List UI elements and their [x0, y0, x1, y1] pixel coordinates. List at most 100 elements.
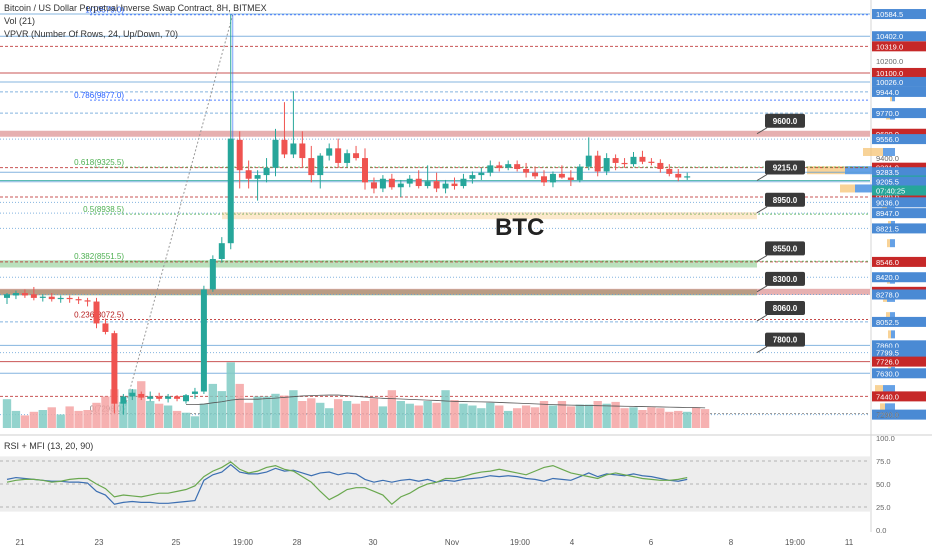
candle-body[interactable]	[254, 175, 261, 179]
resistance-band	[0, 288, 870, 295]
candle-body[interactable]	[191, 391, 198, 394]
candle-body[interactable]	[397, 183, 404, 188]
candle-body[interactable]	[218, 243, 225, 259]
candle-body[interactable]	[93, 301, 100, 324]
candle-body[interactable]	[379, 178, 386, 189]
candle-body[interactable]	[290, 143, 297, 155]
callout-label: 9600.0	[773, 117, 798, 126]
candle-body[interactable]	[48, 296, 55, 300]
callout-box[interactable]	[765, 332, 805, 347]
candle-body[interactable]	[111, 333, 118, 404]
vpvr-row-down	[880, 403, 885, 412]
candle-body[interactable]	[245, 170, 252, 179]
candle-body[interactable]	[326, 148, 333, 156]
price-tag	[872, 76, 926, 87]
candle-body[interactable]	[558, 173, 565, 178]
candle-body[interactable]	[487, 165, 494, 173]
candle-body[interactable]	[30, 294, 37, 298]
candle-body[interactable]	[138, 393, 145, 398]
candle-body[interactable]	[549, 173, 556, 183]
rsi-mfi-indicator-label[interactable]: RSI + MFI (13, 20, 90)	[4, 441, 94, 451]
candle-body[interactable]	[236, 139, 243, 171]
candle-body[interactable]	[129, 392, 136, 397]
candle-body[interactable]	[433, 181, 440, 189]
candle-body[interactable]	[39, 296, 46, 298]
candle-body[interactable]	[532, 172, 539, 177]
volume-bar	[351, 403, 361, 428]
candle-body[interactable]	[272, 139, 279, 168]
candle-body[interactable]	[4, 294, 10, 298]
candle-body[interactable]	[648, 161, 655, 163]
candle-body[interactable]	[388, 178, 395, 188]
candle-body[interactable]	[639, 156, 646, 162]
candle-body[interactable]	[415, 178, 422, 187]
candle-body[interactable]	[594, 155, 601, 172]
candle-body[interactable]	[541, 176, 547, 183]
candle-body[interactable]	[523, 169, 530, 173]
callout-box[interactable]	[765, 160, 805, 175]
symbol-title[interactable]: Bitcoin / US Dollar Perpetual Inverse Sw…	[4, 3, 267, 13]
rsi-axis-tick: 0.0	[876, 526, 886, 535]
candle-body[interactable]	[514, 164, 521, 170]
candle-body[interactable]	[370, 182, 377, 189]
candle-body[interactable]	[362, 158, 368, 183]
volume-indicator-label[interactable]: Vol (21)	[4, 16, 36, 26]
candle-body[interactable]	[165, 396, 172, 399]
callout-box[interactable]	[765, 113, 805, 128]
candle-body[interactable]	[469, 175, 476, 179]
candle-body[interactable]	[147, 396, 154, 399]
candle-body[interactable]	[174, 396, 181, 399]
candle-body[interactable]	[451, 183, 458, 187]
candle-body[interactable]	[263, 167, 270, 176]
candle-body[interactable]	[57, 297, 64, 300]
candle-body[interactable]	[120, 396, 127, 404]
volume-bar	[495, 405, 504, 428]
candle-body[interactable]	[281, 139, 288, 155]
callout-box[interactable]	[765, 241, 805, 256]
candle-body[interactable]	[684, 176, 691, 178]
candle-body[interactable]	[353, 153, 360, 159]
candle-body[interactable]	[75, 299, 82, 301]
candle-body[interactable]	[675, 173, 682, 178]
vpvr-indicator-label[interactable]: VPVR (Number Of Rows, 24, Up/Down, 70)	[4, 29, 179, 39]
candle-body[interactable]	[666, 169, 673, 174]
candle-body[interactable]	[657, 162, 664, 170]
candle-body[interactable]	[567, 177, 574, 180]
candle-body[interactable]	[460, 178, 467, 187]
candle-body[interactable]	[209, 258, 216, 290]
candle-body[interactable]	[335, 148, 342, 163]
candle-body[interactable]	[200, 289, 207, 392]
candle-body[interactable]	[102, 323, 109, 332]
price-tag-label: 9036.0	[876, 198, 899, 207]
candle-body[interactable]	[317, 155, 324, 176]
candle-body[interactable]	[496, 165, 503, 168]
candle-body[interactable]	[505, 164, 512, 168]
candle-body[interactable]	[66, 297, 73, 300]
candle-body[interactable]	[308, 158, 315, 176]
candle-body[interactable]	[227, 138, 234, 244]
callout-box[interactable]	[765, 301, 805, 315]
candle-body[interactable]	[442, 183, 449, 189]
candle-body[interactable]	[630, 156, 637, 165]
candle-body[interactable]	[344, 153, 351, 163]
candle-body[interactable]	[612, 158, 619, 163]
candle-body[interactable]	[424, 181, 431, 187]
candle-body[interactable]	[299, 143, 306, 159]
candle-body[interactable]	[406, 178, 413, 184]
candle-body[interactable]	[478, 172, 485, 176]
candle-body[interactable]	[156, 396, 163, 399]
candle-body[interactable]	[585, 155, 592, 167]
candle-body[interactable]	[12, 293, 19, 296]
candle-body[interactable]	[576, 166, 583, 180]
candle-body[interactable]	[603, 158, 610, 172]
candle-body[interactable]	[84, 300, 91, 302]
candle-body[interactable]	[621, 162, 628, 165]
callout-box[interactable]	[765, 271, 805, 286]
candle-body[interactable]	[183, 395, 189, 402]
fib-trend-line	[122, 14, 234, 414]
volume-bar	[369, 398, 379, 428]
candle-body[interactable]	[21, 293, 28, 296]
callout-box[interactable]	[765, 192, 805, 207]
